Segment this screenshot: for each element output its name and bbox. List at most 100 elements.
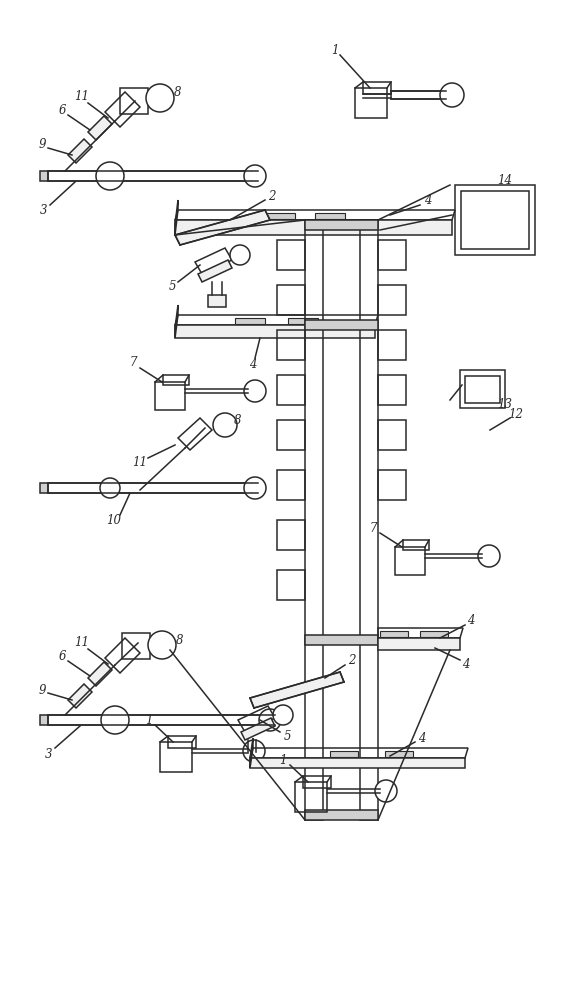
- Polygon shape: [241, 718, 275, 740]
- Bar: [163, 375, 189, 385]
- Text: 7: 7: [129, 357, 137, 369]
- Text: 13: 13: [498, 398, 513, 412]
- Bar: [363, 82, 391, 94]
- Bar: [305, 635, 378, 645]
- Circle shape: [230, 245, 250, 265]
- Bar: [378, 470, 406, 500]
- Bar: [208, 295, 226, 307]
- Circle shape: [259, 709, 281, 731]
- Bar: [277, 240, 305, 270]
- Circle shape: [244, 165, 266, 187]
- Polygon shape: [250, 672, 344, 708]
- Text: 3: 3: [40, 204, 48, 217]
- Text: 11: 11: [74, 637, 89, 650]
- Text: 8: 8: [234, 414, 242, 426]
- Bar: [305, 810, 378, 820]
- Bar: [305, 320, 378, 330]
- Bar: [465, 376, 500, 403]
- Circle shape: [375, 780, 397, 802]
- Bar: [378, 285, 406, 315]
- Text: 1: 1: [145, 714, 153, 726]
- Bar: [160, 742, 192, 772]
- Text: 10: 10: [107, 514, 121, 528]
- Bar: [305, 220, 323, 820]
- Circle shape: [244, 380, 266, 402]
- Bar: [355, 88, 387, 118]
- Polygon shape: [175, 305, 178, 338]
- Text: 4: 4: [467, 613, 475, 626]
- Bar: [277, 375, 305, 405]
- Polygon shape: [175, 210, 270, 245]
- Polygon shape: [68, 139, 92, 163]
- Text: 8: 8: [176, 634, 184, 647]
- Bar: [40, 171, 48, 181]
- Bar: [288, 318, 318, 324]
- Text: 1: 1: [279, 754, 287, 766]
- Bar: [395, 547, 425, 575]
- Text: 9: 9: [38, 684, 46, 696]
- Bar: [305, 220, 378, 230]
- Bar: [265, 213, 295, 219]
- Text: 12: 12: [509, 408, 524, 420]
- Text: 2: 2: [268, 190, 276, 202]
- Bar: [460, 370, 505, 408]
- Bar: [277, 570, 305, 600]
- Bar: [403, 540, 429, 550]
- Text: 11: 11: [132, 456, 147, 468]
- Text: 3: 3: [45, 748, 53, 760]
- Bar: [378, 375, 406, 405]
- Bar: [455, 185, 535, 255]
- Text: 2: 2: [348, 654, 356, 668]
- Text: 14: 14: [498, 174, 513, 186]
- Text: 1: 1: [331, 43, 339, 56]
- Text: 8: 8: [174, 86, 182, 99]
- Polygon shape: [250, 738, 253, 768]
- Bar: [391, 91, 446, 99]
- Bar: [380, 631, 408, 637]
- Circle shape: [148, 631, 176, 659]
- Text: 7: 7: [369, 522, 377, 534]
- Text: 5: 5: [283, 730, 291, 742]
- Polygon shape: [198, 260, 232, 282]
- Bar: [378, 420, 406, 450]
- Bar: [40, 483, 48, 493]
- Bar: [155, 382, 185, 410]
- Bar: [420, 631, 448, 637]
- Circle shape: [96, 162, 124, 190]
- Circle shape: [101, 706, 129, 734]
- Bar: [48, 483, 258, 493]
- Text: 6: 6: [58, 104, 66, 116]
- Bar: [330, 751, 358, 757]
- Text: 5: 5: [168, 280, 176, 294]
- Text: 11: 11: [74, 91, 89, 104]
- Bar: [277, 520, 305, 550]
- Bar: [461, 191, 529, 249]
- Bar: [378, 240, 406, 270]
- Text: 9: 9: [38, 138, 46, 151]
- Polygon shape: [175, 220, 452, 235]
- Bar: [120, 88, 148, 114]
- Bar: [48, 715, 275, 725]
- Text: 4: 4: [424, 194, 432, 208]
- Circle shape: [243, 740, 265, 762]
- Bar: [360, 220, 378, 820]
- Polygon shape: [88, 116, 112, 140]
- Bar: [295, 782, 327, 812]
- Polygon shape: [250, 758, 465, 768]
- Bar: [277, 470, 305, 500]
- Bar: [235, 318, 265, 324]
- Polygon shape: [175, 325, 375, 338]
- Text: 4: 4: [418, 732, 426, 744]
- Text: 4: 4: [249, 358, 257, 370]
- Bar: [48, 171, 258, 181]
- Text: 4: 4: [462, 658, 470, 672]
- Circle shape: [244, 477, 266, 499]
- Circle shape: [213, 413, 237, 437]
- Bar: [277, 330, 305, 360]
- Bar: [277, 420, 305, 450]
- Polygon shape: [68, 684, 92, 708]
- Bar: [385, 751, 413, 757]
- Polygon shape: [175, 200, 178, 235]
- Bar: [277, 285, 305, 315]
- Bar: [168, 736, 196, 748]
